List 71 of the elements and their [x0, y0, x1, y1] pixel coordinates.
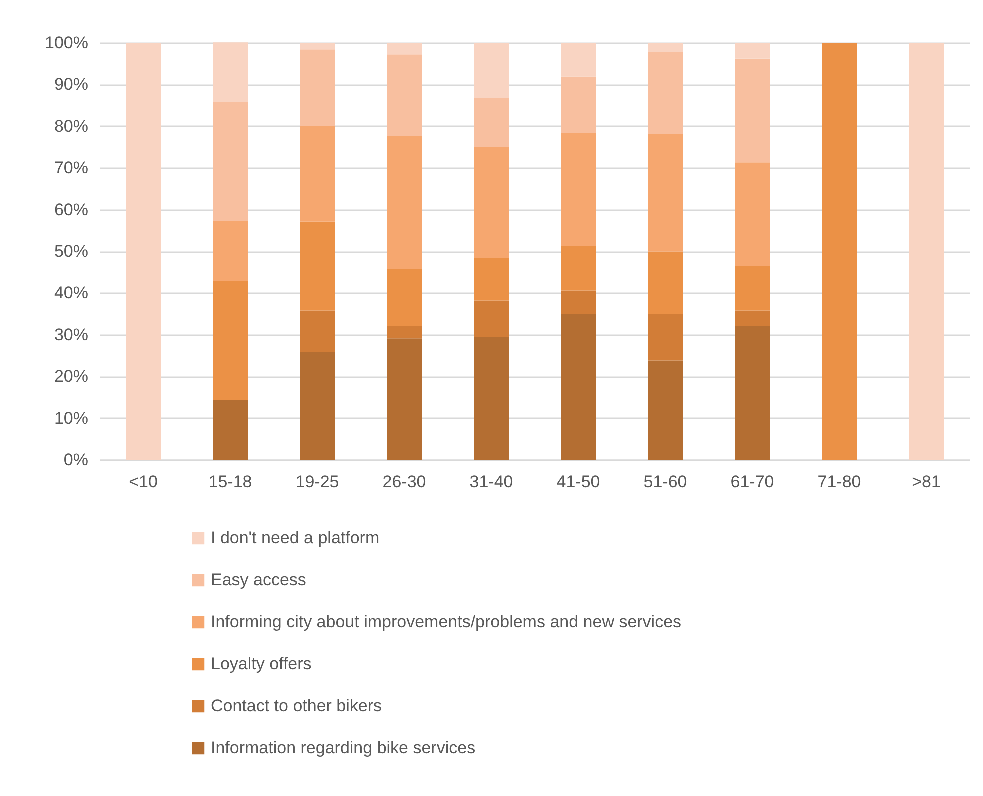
- bar: [735, 326, 770, 460]
- y-tick-label: 70%: [54, 158, 88, 178]
- x-tick-label: >81: [912, 472, 941, 492]
- bar: [300, 352, 335, 460]
- x-tick-label: 51-60: [644, 472, 688, 492]
- bar: [387, 269, 422, 327]
- bar: [909, 43, 944, 460]
- bar: [561, 290, 596, 314]
- x-tick-label: <10: [129, 472, 158, 492]
- bar: [387, 43, 422, 55]
- bar: [561, 43, 596, 77]
- legend-label: I don't need a platform: [211, 528, 380, 548]
- x-tick-label: 26-30: [382, 472, 426, 492]
- y-tick-label: 0%: [64, 450, 88, 470]
- x-tick-label: 19-25: [296, 472, 340, 492]
- legend-label: Informing city about improvements/problems and new services: [211, 612, 682, 632]
- bar: [213, 102, 248, 222]
- bar: [561, 246, 596, 291]
- bar: [474, 337, 509, 460]
- bar: [648, 134, 683, 252]
- y-tick-label: 30%: [54, 325, 88, 344]
- bar: [735, 58, 770, 163]
- y-tick-label: 90%: [54, 75, 88, 94]
- bar: [474, 43, 509, 98]
- x-tick-label: 31-40: [470, 472, 514, 492]
- bar: [648, 52, 683, 134]
- bar: [387, 326, 422, 339]
- bar: [387, 338, 422, 460]
- y-tick-label: 40%: [54, 284, 88, 303]
- bar: [474, 147, 509, 258]
- bar: [648, 252, 683, 314]
- bar: [474, 300, 509, 338]
- legend-label: Information regarding bike services: [211, 738, 476, 758]
- x-tick-label: 15-18: [208, 472, 252, 492]
- bar: [561, 314, 596, 460]
- bar: [213, 400, 248, 460]
- legend-label: Loyalty offers: [211, 654, 312, 674]
- bar: [213, 281, 248, 400]
- x-tick-label: 61-70: [730, 472, 774, 492]
- legend-label: Contact to other bikers: [211, 696, 382, 716]
- bar: [213, 221, 248, 282]
- x-tick-label: 41-50: [556, 472, 600, 492]
- bar: [474, 258, 509, 301]
- y-tick-label: 50%: [54, 242, 88, 261]
- y-tick-label: 60%: [54, 200, 88, 220]
- bar: [648, 314, 683, 361]
- bar: [474, 98, 509, 148]
- y-tick-label: 20%: [54, 367, 88, 386]
- legend-label: Easy access: [211, 570, 306, 590]
- bar: [735, 266, 770, 311]
- bar: [300, 222, 335, 311]
- bar: [300, 126, 335, 222]
- bar: [822, 43, 857, 460]
- bar: [387, 54, 422, 136]
- bar: [735, 310, 770, 327]
- bar: [300, 43, 335, 50]
- bar: [387, 136, 422, 270]
- y-tick-label: 10%: [54, 408, 88, 428]
- bar: [735, 43, 770, 59]
- y-tick-label: 80%: [54, 116, 88, 136]
- bar: [561, 133, 596, 246]
- bar: [561, 76, 596, 134]
- bar: [300, 50, 335, 126]
- bar: [213, 42, 248, 102]
- bar: [126, 43, 161, 460]
- x-tick-label: 71-80: [818, 472, 862, 492]
- bar: [300, 310, 335, 352]
- bar: [735, 162, 770, 267]
- bar: [648, 360, 683, 460]
- bar: [648, 43, 683, 52]
- y-tick-label: 100%: [45, 34, 88, 52]
